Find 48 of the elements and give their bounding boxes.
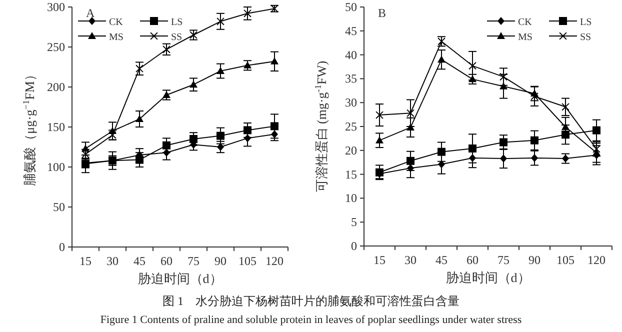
legend-label: MS	[109, 32, 124, 43]
y-tick-label: 25	[345, 120, 357, 134]
y-tick-label: 10	[345, 191, 357, 206]
y-tick-label: 0	[351, 239, 357, 253]
x-tick-label: 15	[80, 254, 92, 268]
legend-label: CK	[518, 17, 533, 28]
x-tick-label: 15	[374, 253, 386, 267]
x-axis-title: 胁迫时间（d）	[138, 271, 222, 286]
y-tick-label: 250	[47, 40, 65, 54]
legend-label: SS	[171, 32, 182, 43]
y-tick-label: 35	[345, 72, 357, 86]
y-tick-label: 5	[351, 215, 357, 230]
x-tick-label: 120	[266, 254, 284, 268]
x-tick-label: 90	[528, 253, 540, 267]
y-tick-label: 100	[47, 160, 65, 174]
x-tick-label: 105	[556, 253, 574, 267]
x-axis-title: 胁迫时间（d）	[446, 270, 530, 285]
legend-label: CK	[109, 17, 124, 28]
x-tick-label: 45	[436, 253, 448, 267]
x-tick-label: 45	[134, 254, 146, 268]
y-tick-label: 15	[345, 167, 357, 182]
legend-label: LS	[171, 17, 183, 28]
caption: Figure 1 Contents of praline and soluble protein in leaves of poplar seedlings under water stress	[100, 314, 522, 326]
x-tick-label: 105	[238, 254, 256, 268]
x-tick-label: 75	[498, 253, 510, 267]
legend-label: SS	[580, 32, 592, 43]
legend-label: MS	[518, 32, 532, 43]
chart-title: B	[378, 6, 386, 20]
x-tick-label: 60	[160, 254, 172, 268]
y-tick-label: 45	[345, 24, 357, 38]
x-tick-label: 30	[106, 254, 118, 268]
y-tick-label: 50	[345, 0, 357, 14]
x-tick-label: 75	[188, 254, 200, 268]
y-tick-label: 150	[47, 120, 65, 134]
y-tick-label: 200	[47, 80, 65, 94]
y-tick-label: 300	[47, 0, 65, 14]
x-tick-label: 120	[588, 253, 606, 267]
x-tick-label: 90	[214, 254, 226, 268]
caption: 图 1 水分胁迫下杨树苗叶片的脯氨酸和可溶性蛋白含量	[162, 294, 460, 308]
y-tick-label: 50	[53, 200, 65, 214]
x-tick-label: 60	[466, 253, 478, 267]
y-tick-label: 30	[345, 96, 357, 110]
x-tick-label: 30	[404, 253, 416, 267]
legend-label: LS	[580, 17, 592, 28]
y-tick-label: 0	[59, 240, 65, 254]
y-tick-label: 40	[345, 48, 357, 62]
chart-title: A	[86, 6, 95, 20]
y-tick-label: 20	[345, 143, 357, 158]
